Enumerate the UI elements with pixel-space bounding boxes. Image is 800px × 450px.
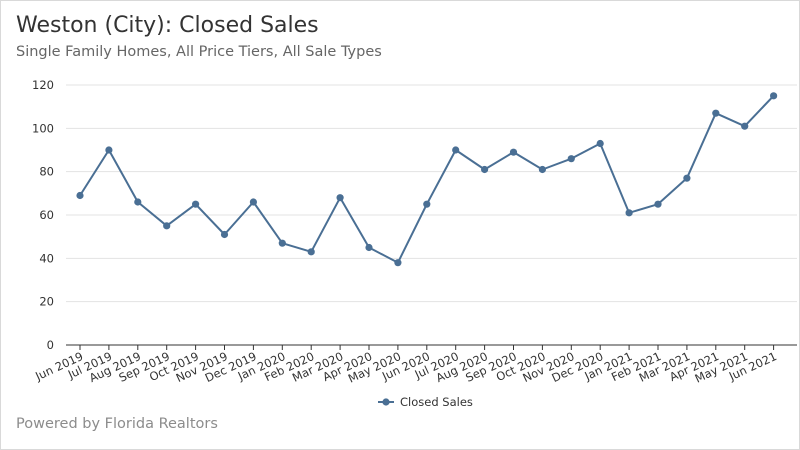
y-tick-label: 80 [39, 165, 54, 179]
series-closed-sales [76, 92, 778, 267]
data-point[interactable] [278, 239, 286, 247]
data-point[interactable] [654, 200, 662, 208]
data-point[interactable] [394, 259, 402, 267]
data-point[interactable] [307, 248, 315, 256]
y-tick-label: 120 [32, 78, 54, 92]
data-point[interactable] [105, 146, 113, 154]
y-tick-label: 40 [39, 251, 54, 265]
data-point[interactable] [481, 165, 489, 174]
legend[interactable]: Closed Sales [378, 395, 473, 409]
legend-marker [382, 398, 390, 406]
y-tick-label: 60 [39, 208, 54, 222]
y-tick-label: 0 [47, 338, 54, 352]
y-axis-ticks: 0 20 40 60 80 100 120 [32, 78, 54, 352]
data-point[interactable] [538, 165, 547, 174]
chart-subtitle: Single Family Homes, All Price Tiers, Al… [16, 44, 382, 60]
data-point[interactable] [741, 122, 749, 130]
data-point[interactable] [625, 209, 633, 217]
chart-title: Weston (City): Closed Sales [16, 13, 319, 38]
y-tick-label: 100 [32, 121, 54, 135]
legend-label-closed-sales[interactable]: Closed Sales [400, 395, 473, 409]
data-point[interactable] [509, 148, 518, 156]
data-point[interactable] [452, 146, 460, 154]
powered-by-credit: Powered by Florida Realtors [16, 416, 218, 432]
data-point[interactable] [220, 230, 229, 239]
data-point[interactable] [683, 174, 691, 182]
data-point[interactable] [336, 194, 344, 202]
data-point[interactable] [192, 200, 200, 208]
data-point[interactable] [365, 243, 373, 252]
y-tick-label: 20 [39, 295, 54, 309]
data-point[interactable] [567, 155, 575, 163]
data-point[interactable] [134, 198, 142, 206]
data-point[interactable] [163, 222, 171, 230]
gridlines [66, 84, 797, 346]
data-point[interactable] [596, 139, 604, 148]
series-line-closed-sales [79, 95, 775, 264]
data-point[interactable] [249, 198, 257, 206]
data-point[interactable] [423, 200, 431, 208]
data-point[interactable] [76, 191, 84, 200]
data-point[interactable] [770, 92, 778, 100]
data-point[interactable] [712, 109, 720, 117]
